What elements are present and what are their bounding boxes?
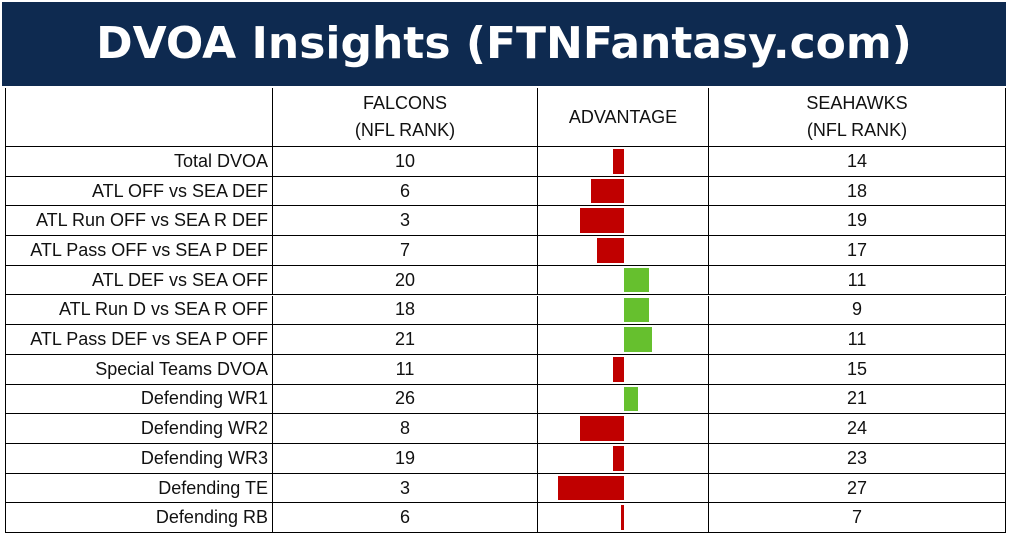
table-cell: ATL Pass DEF vs SEA P OFF xyxy=(6,325,273,355)
table-cell: 7 xyxy=(273,236,538,266)
title: DVOA Insights (FTNFantasy.com) xyxy=(96,18,912,69)
table-cell xyxy=(538,265,709,296)
table-cell: 23 xyxy=(709,444,1006,474)
table-cell: ATL OFF vs SEA DEF xyxy=(6,176,273,207)
table-cell: 18 xyxy=(273,295,538,326)
table-cell xyxy=(538,325,709,355)
table-cell xyxy=(538,295,709,326)
table-cell xyxy=(538,354,709,385)
table-cell: ATL Run D vs SEA R OFF xyxy=(6,295,273,326)
table-cell: 17 xyxy=(709,236,1006,266)
table-border xyxy=(5,88,6,534)
advantage-bar xyxy=(624,386,638,412)
column-header: SEAHAWKS (NFL RANK) xyxy=(709,88,1006,147)
table-cell xyxy=(538,147,709,177)
table-cell: 15 xyxy=(709,354,1006,385)
table-cell: 24 xyxy=(709,414,1006,444)
table-cell: 19 xyxy=(273,444,538,474)
table-cell: 11 xyxy=(709,325,1006,355)
advantage-bar xyxy=(596,238,624,263)
table-cell xyxy=(538,176,709,207)
table-cell: 7 xyxy=(709,503,1006,534)
table-cell: Defending WR3 xyxy=(6,444,273,474)
table-cell: 14 xyxy=(709,147,1006,177)
advantage-bar xyxy=(613,149,624,174)
table-cell: 3 xyxy=(273,473,538,504)
advantage-bar xyxy=(613,446,624,471)
table-cell: Defending WR1 xyxy=(6,384,273,415)
advantage-bar xyxy=(624,267,649,293)
table-cell: ATL Run OFF vs SEA R DEF xyxy=(6,206,273,237)
table-cell: 11 xyxy=(273,354,538,385)
advantage-bar xyxy=(613,356,624,382)
advantage-bar xyxy=(621,505,624,531)
table-cell: 27 xyxy=(709,473,1006,504)
table-cell xyxy=(538,384,709,415)
header-blank xyxy=(6,88,273,147)
table-cell: ATL Pass OFF vs SEA P DEF xyxy=(6,236,273,266)
column-header: FALCONS (NFL RANK) xyxy=(273,88,538,147)
table-cell: Special Teams DVOA xyxy=(6,354,273,385)
table-cell: 6 xyxy=(273,176,538,207)
advantage-bar xyxy=(580,416,624,441)
advantage-bar xyxy=(624,297,649,323)
table-cell xyxy=(538,414,709,444)
table-cell: Defending RB xyxy=(6,503,273,534)
table-cell: 21 xyxy=(709,384,1006,415)
table-cell: 11 xyxy=(709,265,1006,296)
table-cell: ATL DEF vs SEA OFF xyxy=(6,265,273,296)
table-cell: 10 xyxy=(273,147,538,177)
table-cell: Defending TE xyxy=(6,473,273,504)
advantage-bar xyxy=(624,327,652,352)
table-cell xyxy=(538,206,709,237)
table-cell xyxy=(538,503,709,534)
table-cell: 19 xyxy=(709,206,1006,237)
table-cell: 8 xyxy=(273,414,538,444)
advantage-bar xyxy=(580,208,624,234)
advantage-bar xyxy=(558,475,624,501)
table-cell xyxy=(538,473,709,504)
table-cell: 6 xyxy=(273,503,538,534)
header-line: (NFL RANK) xyxy=(806,120,908,140)
table-cell xyxy=(538,444,709,474)
table-cell: 3 xyxy=(273,206,538,237)
title-bar: DVOA Insights (FTNFantasy.com) xyxy=(2,2,1006,86)
table-cell: 21 xyxy=(273,325,538,355)
table-cell: 26 xyxy=(273,384,538,415)
column-header: ADVANTAGE xyxy=(538,88,709,147)
table-cell: Defending WR2 xyxy=(6,414,273,444)
table-cell: Total DVOA xyxy=(6,147,273,177)
table-cell: 20 xyxy=(273,265,538,296)
advantage-bar xyxy=(591,178,624,204)
table-cell: 18 xyxy=(709,176,1006,207)
header-line: (NFL RANK) xyxy=(354,120,456,140)
table-cell: 9 xyxy=(709,295,1006,326)
table-cell xyxy=(538,236,709,266)
header-line: FALCONS xyxy=(362,93,448,113)
header-line: SEAHAWKS xyxy=(806,93,908,113)
